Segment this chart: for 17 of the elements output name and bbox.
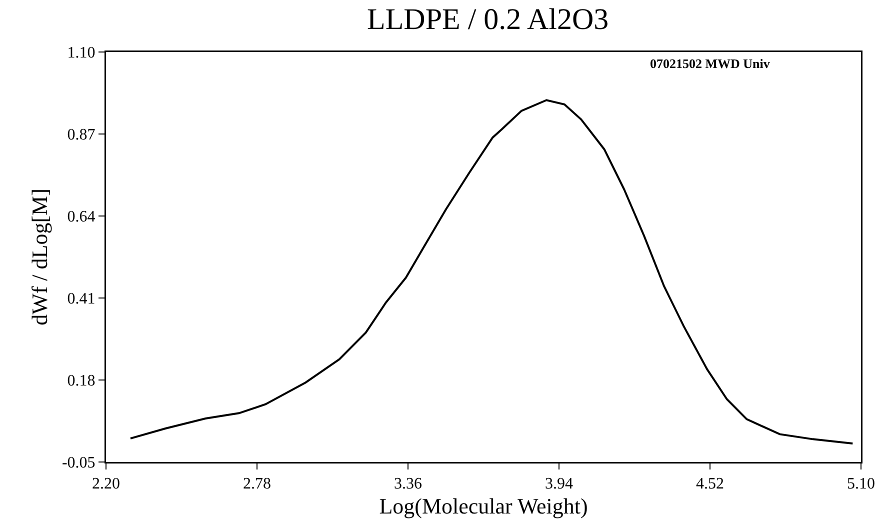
y-tick-label: 0.18 [67,372,96,390]
x-axis-title: Log(Molecular Weight) [379,493,588,518]
x-tick-label: 2.78 [243,476,271,493]
annotation: 07021502 MWD Univ [650,56,770,71]
chart-title: LLDPE / 0.2 Al2O3 [367,2,609,36]
y-tick-label: 0.64 [67,208,96,226]
y-tick-label: 0.87 [67,126,96,144]
x-tick-label: 3.36 [394,476,422,493]
line-series [129,99,854,444]
x-tick-label: 4.52 [696,476,724,493]
y-axis-title: dWf / dLog[M] [27,188,52,326]
x-tick-label: 2.20 [92,476,120,493]
x-tick-label: 5.10 [847,476,875,493]
x-tick-label: 3.94 [545,476,573,493]
y-tick-label: 0.41 [67,290,96,308]
y-tick-label: -0.05 [62,454,96,472]
y-tick-label: 1.10 [67,44,96,62]
